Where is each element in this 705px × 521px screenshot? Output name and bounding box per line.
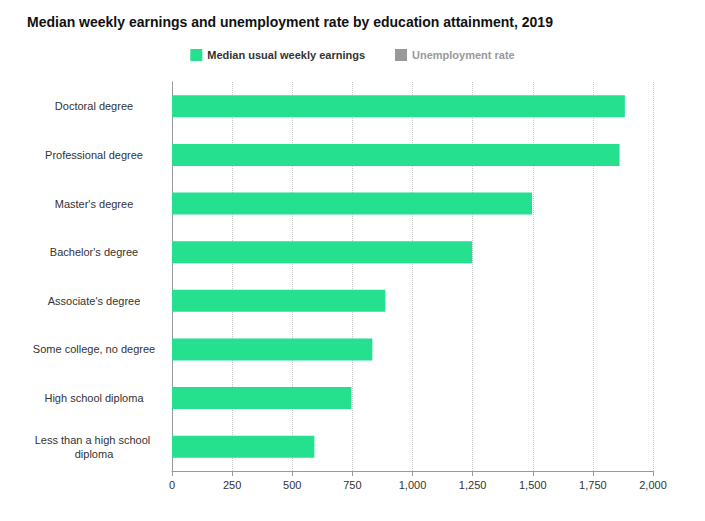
svg-text:750: 750 (343, 479, 361, 491)
svg-text:Doctoral degree: Doctoral degree (55, 100, 133, 112)
svg-text:250: 250 (223, 479, 241, 491)
svg-text:diploma: diploma (75, 448, 114, 460)
svg-text:Professional degree: Professional degree (45, 149, 143, 161)
svg-text:Master's degree: Master's degree (55, 198, 134, 210)
svg-text:Some college, no degree: Some college, no degree (33, 343, 155, 355)
svg-text:500: 500 (283, 479, 301, 491)
svg-text:High school diploma: High school diploma (44, 392, 144, 404)
svg-text:0: 0 (169, 479, 175, 491)
svg-text:1,750: 1,750 (579, 479, 607, 491)
svg-text:Less than a high school: Less than a high school (35, 434, 154, 446)
svg-text:1,500: 1,500 (519, 479, 547, 491)
svg-text:2,000: 2,000 (639, 479, 667, 491)
svg-text:1,000: 1,000 (399, 479, 427, 491)
svg-text:Associate's degree: Associate's degree (48, 295, 141, 307)
svg-text:Bachelor's degree: Bachelor's degree (50, 246, 138, 258)
svg-text:Median usual weekly earnings: Median usual weekly earnings (207, 49, 365, 61)
svg-text:1,250: 1,250 (459, 479, 487, 491)
svg-text:Median weekly earnings and une: Median weekly earnings and unemployment … (27, 14, 553, 30)
svg-text:Unemployment rate: Unemployment rate (412, 49, 515, 61)
